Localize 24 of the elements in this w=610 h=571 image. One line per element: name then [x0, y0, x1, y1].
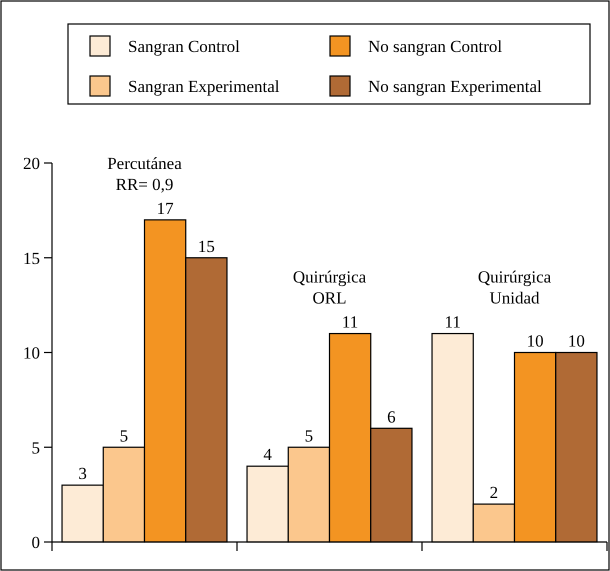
data-label: 10	[568, 332, 585, 350]
legend-label: Sangran Experimental	[128, 77, 280, 96]
y-tick-label: 15	[23, 248, 40, 268]
data-label: 11	[342, 312, 358, 332]
data-label: 6	[387, 407, 396, 426]
data-label: 11	[444, 312, 461, 332]
y-tick-label: 5	[32, 438, 40, 458]
y-tick-label: 20	[23, 154, 40, 173]
x-tick-label: Quirúrgica ORL	[292, 268, 367, 308]
data-label: 5	[304, 426, 314, 446]
data-label: 17	[156, 198, 174, 218]
legend-label: Sangran Control	[128, 37, 240, 56]
data-label: 2	[490, 483, 498, 502]
legend-label: No sangran Experimental	[368, 77, 542, 96]
data-label: 5	[120, 426, 128, 446]
x-tick-label: Percutánea RR= 0,9	[107, 154, 182, 194]
data-label: 3	[78, 464, 87, 484]
data-label: 4	[263, 445, 272, 464]
data-label: 10	[526, 332, 544, 350]
x-tick-label: Quirúrgica Unidad	[478, 268, 552, 308]
y-tick-label: 0	[32, 533, 40, 552]
data-label: 15	[198, 236, 215, 256]
legend-label: No sangran Control	[368, 37, 502, 56]
y-tick-label: 10	[23, 344, 40, 362]
